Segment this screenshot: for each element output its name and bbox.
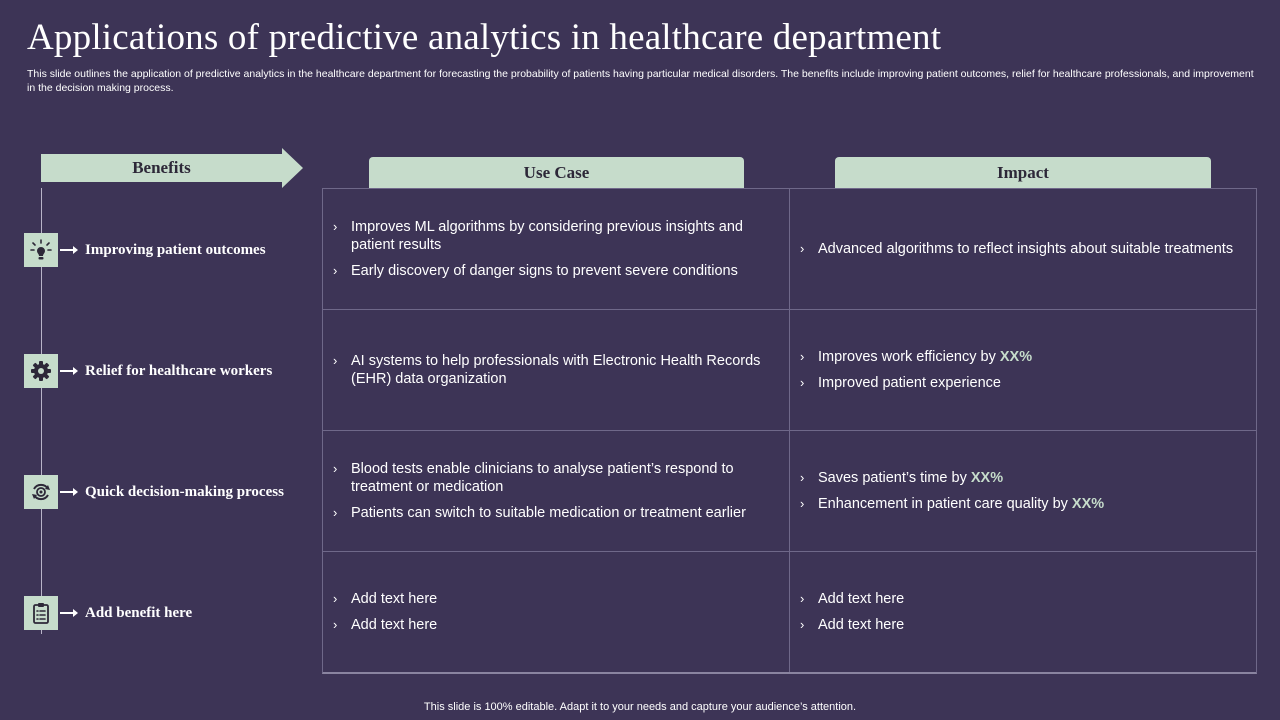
brain-bulb-icon [24,233,58,267]
impact-highlight: XX% [999,349,1033,365]
benefit-label: Quick decision-making process [85,483,284,500]
bullet-icon: › [800,617,805,632]
bullet-icon: › [800,241,805,256]
impact-text: Saves patient’s time by [818,470,971,486]
bullet-icon: › [800,470,805,485]
benefit-item: Relief for healthcare workers [24,354,272,388]
use-case-text: AI systems to help professionals with El… [351,353,761,387]
impact-text: Improved patient experience [818,375,1001,391]
benefit-label: Add benefit here [85,604,193,621]
impact-cell: › Advanced algorithms to reflect insights… [790,189,1256,309]
clipboard-icon [24,596,58,630]
benefits-timeline-line [41,188,42,634]
benefit-item: Add benefit here [24,596,192,630]
list-item: › Add text here [333,616,771,634]
benefits-header-arrow: Benefits [41,148,303,188]
impact-highlight: XX% [970,470,1004,486]
list-item: › Enhancement in patient care quality by … [800,495,1242,513]
benefit-item: Improving patient outcomes [24,233,266,267]
benefit-label: Improving patient outcomes [85,241,266,258]
impact-header: Impact [835,157,1211,188]
use-case-text: Improves ML algorithms by considering pr… [351,219,743,253]
page-subtitle: This slide outlines the application of p… [27,68,1254,94]
benefit-arrow [60,367,78,375]
use-case-text: Patients can switch to suitable medicati… [351,505,746,521]
bullet-icon: › [333,353,338,368]
use-case-cell: › Add text here › Add text here [323,552,790,672]
page-title: Applications of predictive analytics in … [27,17,942,58]
bullet-icon: › [800,349,805,364]
list-item: › Add text here [333,590,771,608]
list-item: › Improves ML algorithms by considering p… [333,218,771,254]
impact-text: Advanced algorithms to reflect insights … [818,241,1234,257]
bullet-icon: › [333,461,338,476]
table-row: › Improves ML algorithms by considering p… [323,188,1256,309]
bullet-icon: › [333,219,338,234]
bullet-icon: › [800,496,805,511]
list-item: › AI systems to help professionals with E… [333,352,771,388]
benefit-arrow [60,488,78,496]
use-case-header: Use Case [369,157,744,188]
list-item: › Add text here [800,616,1242,634]
target-cycle-icon [24,475,58,509]
impact-text: Add text here [818,617,905,633]
bullet-icon: › [333,505,338,520]
use-case-text: Add text here [351,591,438,607]
benefit-label: Relief for healthcare workers [85,362,273,379]
impact-text: Enhancement in patient care quality by [818,496,1072,512]
impact-text: Add text here [818,591,905,607]
use-case-text: Add text here [351,617,438,633]
table-row: › AI systems to help professionals with E… [323,309,1256,430]
benefit-arrow [60,246,78,254]
impact-cell: › Saves patient’s time by XX% › Enhancemen… [790,431,1256,551]
list-item: › Improves work efficiency by XX% [800,348,1242,366]
list-item: › Blood tests enable clinicians to analys… [333,460,771,496]
table-row: › Add text here › Add text here › Add text … [323,551,1256,672]
list-item: › Saves patient’s time by XX% [800,469,1242,487]
use-case-text: Early discovery of danger signs to preve… [351,263,738,279]
impact-cell: › Add text here › Add text here [790,552,1256,672]
bullet-icon: › [800,591,805,606]
use-case-cell: › AI systems to help professionals with E… [323,310,790,430]
bullet-icon: › [333,591,338,606]
list-item: › Add text here [800,590,1242,608]
use-case-cell: › Blood tests enable clinicians to analys… [323,431,790,551]
list-item: › Patients can switch to suitable medicat… [333,504,771,522]
list-item: › Improved patient experience [800,374,1242,392]
list-item: › Early discovery of danger signs to prev… [333,262,771,280]
benefit-arrow [60,609,78,617]
benefit-item: Quick decision-making process [24,475,284,509]
bullet-icon: › [333,617,338,632]
bullet-icon: › [800,375,805,390]
table-row: › Blood tests enable clinicians to analys… [323,430,1256,551]
bullet-icon: › [333,263,338,278]
list-item: › Advanced algorithms to reflect insights… [800,240,1242,258]
use-case-text: Blood tests enable clinicians to analyse… [351,461,734,495]
applications-table: › Improves ML algorithms by considering p… [322,188,1257,674]
gear-icon [24,354,58,388]
benefits-header-label: Benefits [132,158,191,177]
use-case-cell: › Improves ML algorithms by considering p… [323,189,790,309]
impact-highlight: XX% [1071,496,1105,512]
impact-cell: › Improves work efficiency by XX% › Improv… [790,310,1256,430]
impact-text: Improves work efficiency by [818,349,1000,365]
footer-note: This slide is 100% editable. Adapt it to… [423,701,857,713]
